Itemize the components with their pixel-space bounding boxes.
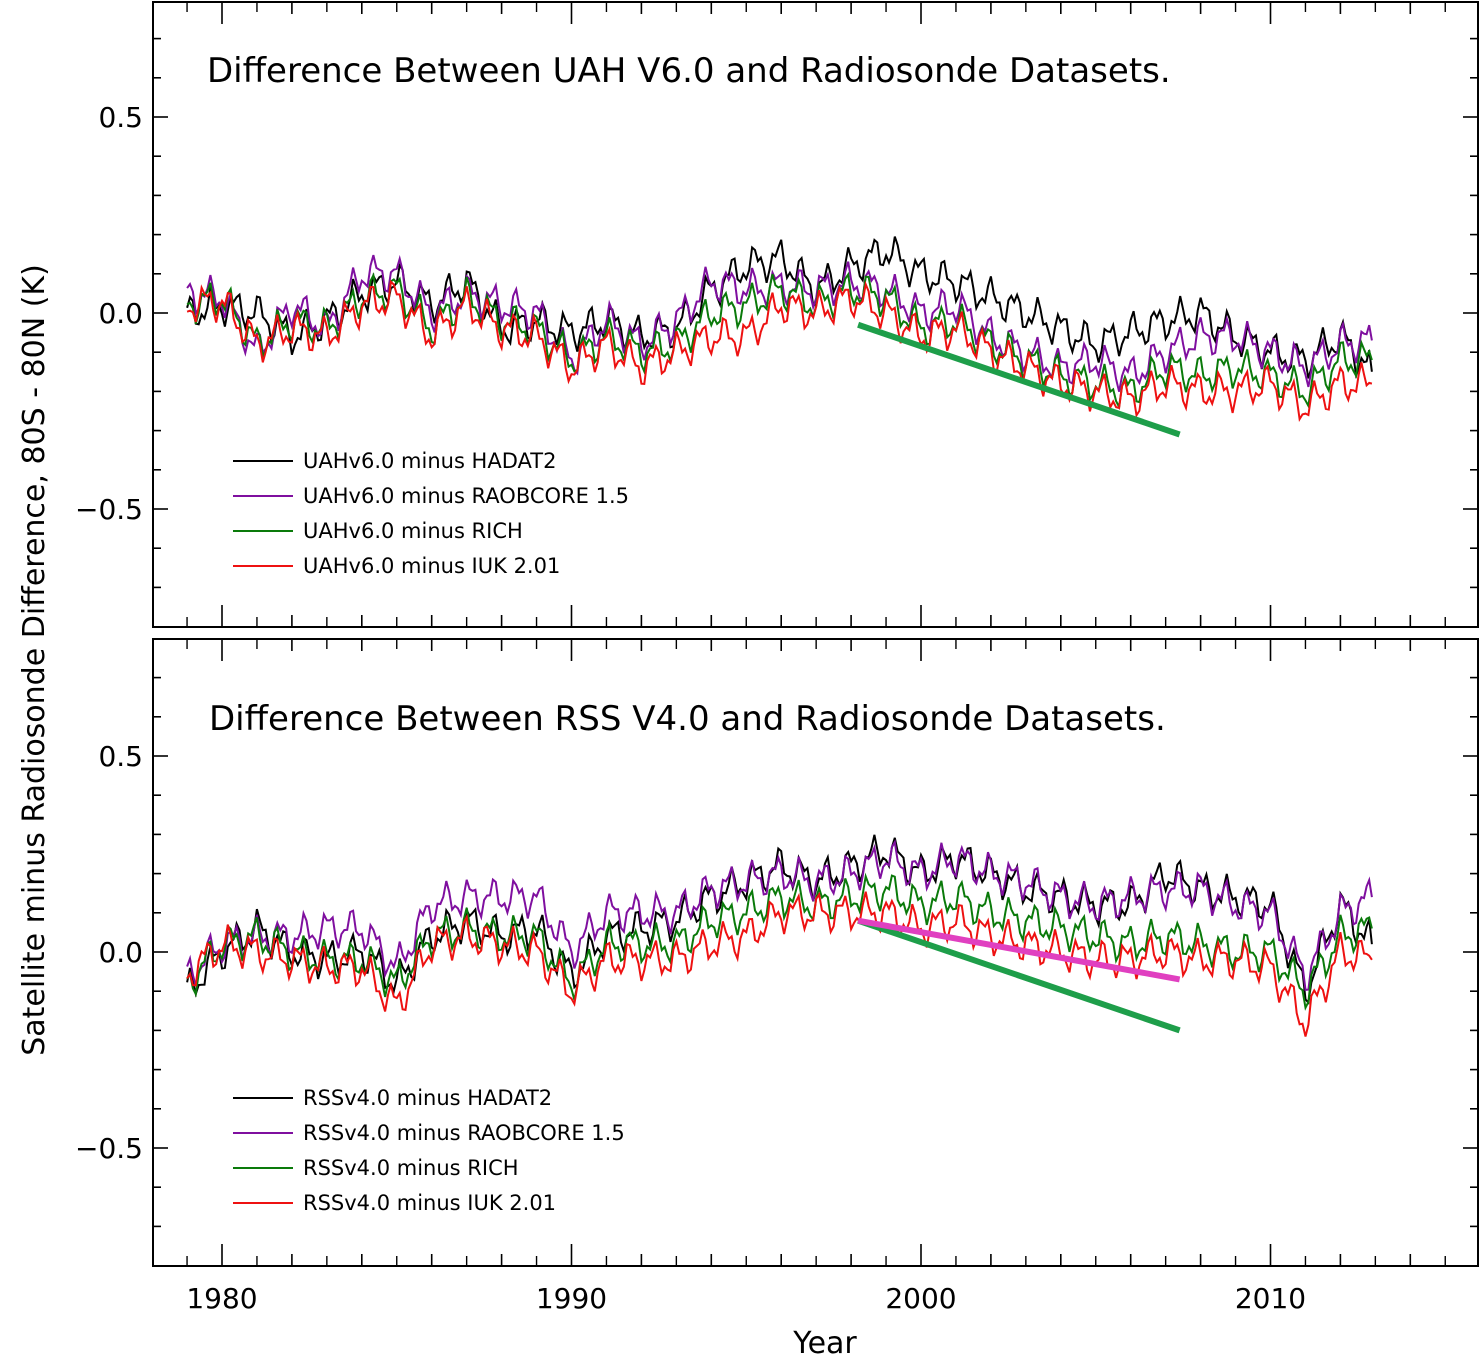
x-tick-label: 2010 (1235, 1282, 1306, 1315)
series-line-4 (186, 891, 1373, 1037)
x-axis-title: Year (792, 1326, 857, 1361)
y-tick-label: −0.5 (75, 1132, 143, 1165)
y-tick-label: 0.0 (98, 297, 143, 330)
y-tick-label: 0.5 (98, 740, 143, 773)
y-tick-label: −0.5 (75, 493, 143, 526)
y-tick-label: 0.5 (98, 101, 143, 134)
series-line-4 (186, 279, 1373, 422)
legend-label: UAHv6.0 minus HADAT2 (303, 449, 556, 473)
y-axis-title: Satellite minus Radiosonde Difference, 8… (17, 264, 52, 1056)
trend-line-1 (857, 321, 1181, 438)
series-line-3 (186, 872, 1373, 1011)
series-line-1 (186, 834, 1373, 1005)
y-tick-label: 0.0 (98, 936, 143, 969)
legend-label: RSSv4.0 minus IUK 2.01 (303, 1191, 556, 1215)
panel-title: Difference Between UAH V6.0 and Radioson… (207, 51, 1171, 91)
series-line-2 (186, 839, 1373, 991)
legend-label: RSSv4.0 minus RICH (303, 1156, 519, 1180)
x-tick-label: 1980 (186, 1282, 257, 1315)
panel-title: Difference Between RSS V4.0 and Radioson… (209, 699, 1166, 739)
panel-1: −0.5 0.0 0.5 Difference Between UAH V6.0 an… (75, 1, 1479, 628)
legend-label: UAHv6.0 minus RICH (303, 519, 523, 543)
legend-label: RSSv4.0 minus RAOBCORE 1.5 (303, 1121, 625, 1145)
trend-line-2 (857, 917, 1181, 983)
series-line-1 (186, 236, 1373, 379)
series-line-2 (186, 254, 1373, 392)
x-tick-label: 1990 (536, 1282, 607, 1315)
panel-2: −0.5 0.0 0.5 1980 1990 2000 2010 Difference Bet… (75, 638, 1479, 1315)
series-line-3 (186, 271, 1373, 411)
legend-label: UAHv6.0 minus RAOBCORE 1.5 (303, 484, 629, 508)
trend-line-1 (857, 917, 1181, 1034)
legend-label: RSSv4.0 minus HADAT2 (303, 1086, 552, 1110)
legend-label: UAHv6.0 minus IUK 2.01 (303, 554, 560, 578)
x-tick-label: 2000 (885, 1282, 956, 1315)
